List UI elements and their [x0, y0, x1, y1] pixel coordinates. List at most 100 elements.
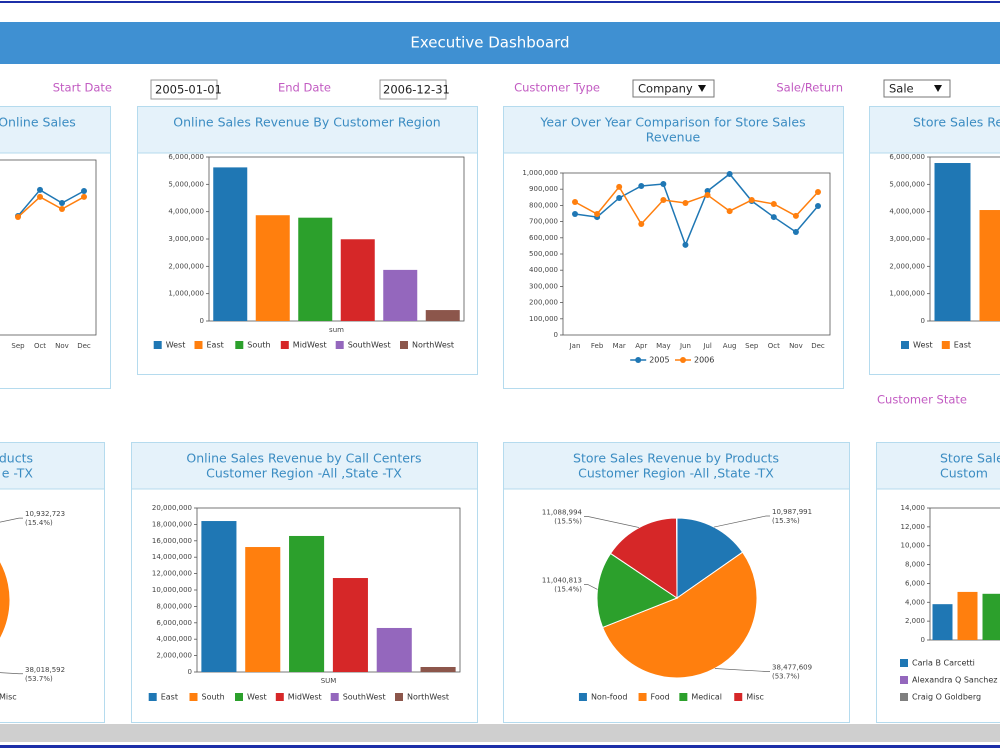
- x-tick-label: Oct: [34, 342, 46, 350]
- legend-swatch: [901, 341, 909, 349]
- legend-swatch: [148, 693, 157, 701]
- panel-header: [132, 443, 477, 489]
- select[interactable]: [632, 79, 715, 98]
- point: [815, 188, 821, 195]
- x-axis-label: sum: [329, 326, 344, 334]
- frame-bottom: [0, 745, 1000, 748]
- x-tick-label: May: [656, 342, 670, 350]
- y-tick-label: 6,000,000: [889, 153, 925, 161]
- y-tick-label: 2,000,000: [889, 262, 925, 270]
- leader-line: [713, 515, 770, 528]
- legend-swatch: [400, 341, 408, 349]
- y-tick-label: 1,000,000: [522, 169, 558, 177]
- pie-slice: [676, 517, 744, 599]
- pie-percent-label: (53.7%): [772, 673, 800, 681]
- legend-label: NorthWest: [412, 341, 454, 350]
- pie-slice: [596, 552, 679, 629]
- series-line: [17, 188, 85, 217]
- y-tick-label: 900,000: [529, 185, 558, 193]
- point: [770, 214, 777, 221]
- legend-label: Medical: [691, 693, 722, 702]
- legend-dot: [680, 357, 686, 363]
- legend-label: MidWest: [288, 693, 322, 702]
- y-tick-label: 18,000,000: [152, 520, 192, 528]
- bar: [982, 593, 1000, 640]
- bar: [425, 310, 460, 321]
- legend-swatch: [900, 676, 908, 684]
- legend-label: Craig O Goldberg: [912, 693, 981, 702]
- y-tick-label: 14,000,000: [152, 553, 192, 561]
- filter-value: Company: [638, 82, 693, 96]
- legend-swatch: [280, 341, 289, 349]
- legend-swatch: [153, 341, 162, 349]
- legend-swatch: [235, 341, 244, 349]
- filter-value: Sale: [889, 82, 914, 96]
- legend-swatch: [679, 693, 688, 701]
- legend-swatch: [578, 693, 587, 701]
- panel-header: [877, 443, 1000, 489]
- pie-percent-label: (15.3%): [772, 517, 800, 525]
- x-tick-label: Sep: [745, 342, 759, 350]
- panel-title: Custom: [940, 466, 988, 481]
- x-tick-label: Jul: [702, 342, 712, 350]
- x-tick-label: Apr: [635, 342, 647, 350]
- select[interactable]: [883, 79, 951, 98]
- panel-title: e -TX: [2, 466, 34, 481]
- pie-slice: [0, 560, 11, 640]
- bar: [213, 167, 248, 321]
- point: [59, 200, 65, 207]
- x-tick-label: Mar: [613, 342, 626, 350]
- point: [660, 181, 667, 188]
- panel-header: [0, 443, 104, 489]
- pie-value-label: 38,477,609: [772, 664, 812, 672]
- pie-percent-label: (53.7%): [25, 675, 53, 683]
- header-title: Executive Dashboard: [410, 34, 569, 52]
- panel-title: Customer Region -All ,State -TX: [206, 466, 402, 481]
- pie-slice: [601, 551, 758, 679]
- y-tick-label: 4,000: [905, 598, 925, 606]
- point: [726, 208, 733, 215]
- filter-label: Start Date: [53, 81, 112, 95]
- y-tick-label: 300,000: [529, 282, 558, 290]
- panel-title: roducts: [0, 451, 33, 466]
- panel-header: [504, 443, 849, 489]
- point: [81, 193, 87, 200]
- filter-label: Sale/Return: [776, 81, 843, 95]
- y-tick-label: 12,000: [901, 523, 926, 531]
- legend-label: South: [247, 341, 270, 350]
- panel-title: Year Over Year Comparison for Store Sale…: [539, 115, 805, 130]
- plot-frame: [0, 159, 97, 336]
- legend-label: Carla B Carcetti: [912, 659, 975, 668]
- point: [37, 186, 43, 193]
- scrollbar[interactable]: [0, 724, 1000, 742]
- panel-header: [138, 107, 477, 153]
- y-tick-label: 4,000,000: [889, 208, 925, 216]
- date-input[interactable]: [379, 79, 447, 100]
- x-tick-label: Feb: [591, 342, 604, 350]
- y-tick-label: 4,000,000: [156, 635, 192, 643]
- y-tick-label: 0: [188, 668, 192, 676]
- panel-header: [870, 107, 1000, 153]
- point: [792, 228, 799, 235]
- y-tick-label: 0: [200, 317, 204, 325]
- date-input[interactable]: [150, 79, 218, 100]
- bar: [298, 217, 333, 321]
- legend-swatch: [275, 693, 284, 701]
- legend-label: West: [166, 341, 186, 350]
- legend-swatch: [900, 693, 908, 701]
- y-tick-label: 5,000,000: [889, 180, 925, 188]
- bar: [934, 163, 971, 321]
- legend-label: SouthWest: [343, 693, 386, 702]
- legend-label: East: [207, 341, 224, 350]
- leader-line: [714, 668, 770, 672]
- point: [682, 241, 689, 248]
- y-tick-label: 700,000: [529, 218, 558, 226]
- legend-swatch: [194, 341, 203, 349]
- point: [594, 210, 601, 217]
- filter-value: 2006-12-31: [383, 83, 450, 97]
- panel-header: [0, 107, 110, 153]
- pie-percent-label: (15.4%): [25, 519, 53, 527]
- bar: [245, 547, 281, 672]
- point: [770, 200, 777, 207]
- x-tick-label: Jan: [569, 342, 581, 350]
